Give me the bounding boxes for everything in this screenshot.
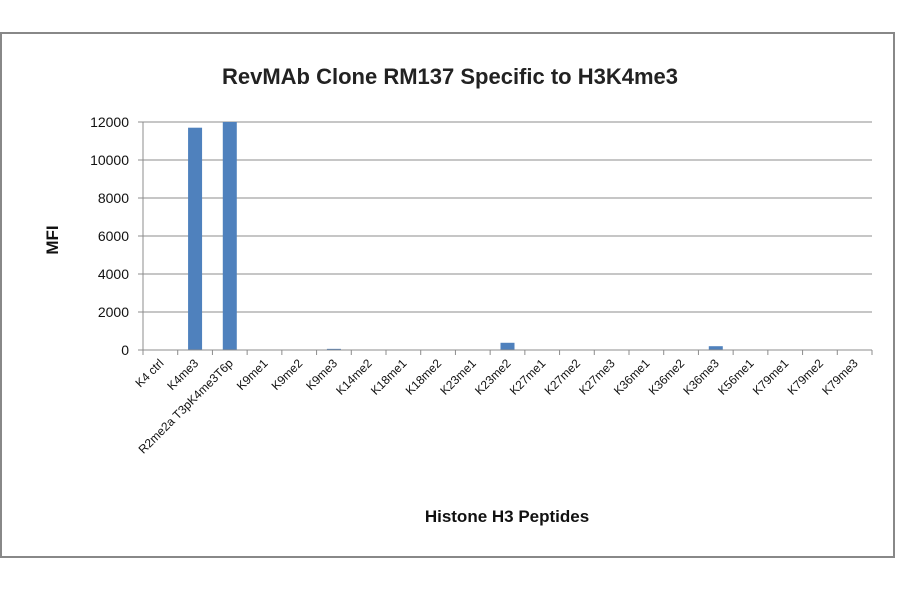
x-tick-label: K36me3 <box>680 356 722 398</box>
bar-K9me3 <box>326 348 341 350</box>
y-axis-title: MFI <box>43 225 62 254</box>
bar-K23me2 <box>500 342 515 350</box>
x-tick-label: K36me1 <box>611 356 653 398</box>
x-tick-label: K27me1 <box>507 356 549 398</box>
y-tick-label: 8000 <box>98 190 129 206</box>
x-tick-label: K36me2 <box>646 356 688 398</box>
gridlines <box>143 121 872 313</box>
x-tick-label: K14me2 <box>333 356 375 398</box>
bar-K36me3 <box>708 346 723 350</box>
x-tick-label: K79me2 <box>785 356 827 398</box>
chart-title: RevMAb Clone RM137 Specific to H3K4me3 <box>222 64 678 89</box>
bar-chart: RevMAb Clone RM137 Specific to H3K4me3 M… <box>43 64 873 526</box>
bars <box>188 122 723 350</box>
y-tick-label: 12000 <box>90 114 129 130</box>
x-tick-label: K23me1 <box>437 356 479 398</box>
x-tick-label: K79me3 <box>819 356 861 398</box>
x-tick-label: K56me1 <box>715 356 757 398</box>
x-tick-label: K27me3 <box>576 356 618 398</box>
x-tick-label: K23me2 <box>472 356 514 398</box>
x-tick-label: K9me2 <box>269 356 306 393</box>
y-tick-label: 6000 <box>98 228 129 244</box>
x-tick-label: K18me2 <box>403 356 445 398</box>
y-tick-label: 2000 <box>98 304 129 320</box>
x-tick-label: K18me1 <box>368 356 410 398</box>
x-tick-label: K4 ctrl <box>133 356 167 390</box>
bar-K4me3 <box>188 127 203 350</box>
bar-R2me2a-T3pK4me3T6p <box>222 122 237 350</box>
x-tick-label: K9me1 <box>234 356 271 393</box>
x-axis-title: Histone H3 Peptides <box>425 507 589 526</box>
axes <box>138 121 873 355</box>
y-tick-label: 10000 <box>90 152 129 168</box>
y-tick-label: 4000 <box>98 266 129 282</box>
chart-frame: RevMAb Clone RM137 Specific to H3K4me3 M… <box>0 32 895 558</box>
x-tick-label: K27me2 <box>542 356 584 398</box>
y-tick-label: 0 <box>121 342 129 358</box>
x-tick-label: K79me1 <box>750 356 792 398</box>
